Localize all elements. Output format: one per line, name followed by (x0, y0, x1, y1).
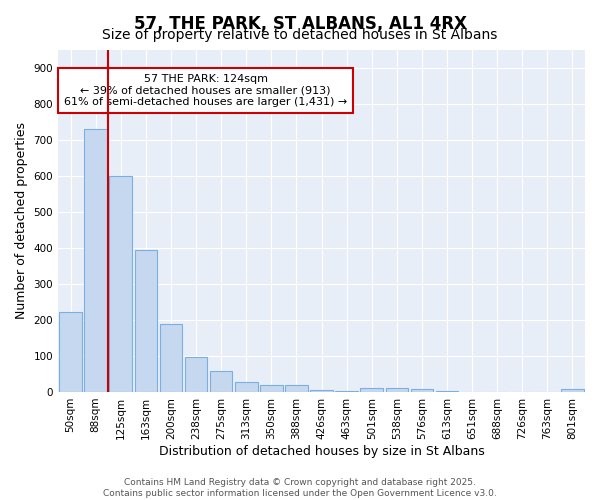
Bar (109, 176, 132, 392)
Bar (85, 129, 107, 392)
Bar (160, 324, 182, 392)
Bar (335, 391, 358, 392)
Bar (185, 357, 208, 392)
Text: 57 THE PARK: 124sqm
← 39% of detached houses are smaller (913)
61% of semi-detac: 57 THE PARK: 124sqm ← 39% of detached ho… (64, 74, 347, 107)
Bar (134, 250, 157, 392)
Y-axis label: Number of detached properties: Number of detached properties (15, 122, 28, 320)
Bar (235, 382, 257, 392)
Bar (285, 386, 308, 392)
X-axis label: Distribution of detached houses by size in St Albans: Distribution of detached houses by size … (158, 444, 484, 458)
Bar (361, 388, 383, 392)
Bar (561, 390, 584, 392)
Bar (410, 390, 433, 392)
Bar (260, 385, 283, 392)
Bar (310, 390, 333, 392)
Text: Size of property relative to detached houses in St Albans: Size of property relative to detached ho… (103, 28, 497, 42)
Text: 57, THE PARK, ST ALBANS, AL1 4RX: 57, THE PARK, ST ALBANS, AL1 4RX (133, 15, 467, 33)
Bar (436, 391, 458, 392)
Text: Contains HM Land Registry data © Crown copyright and database right 2025.
Contai: Contains HM Land Registry data © Crown c… (103, 478, 497, 498)
Bar (210, 371, 232, 392)
Bar (386, 388, 408, 392)
Bar (59, 312, 82, 392)
